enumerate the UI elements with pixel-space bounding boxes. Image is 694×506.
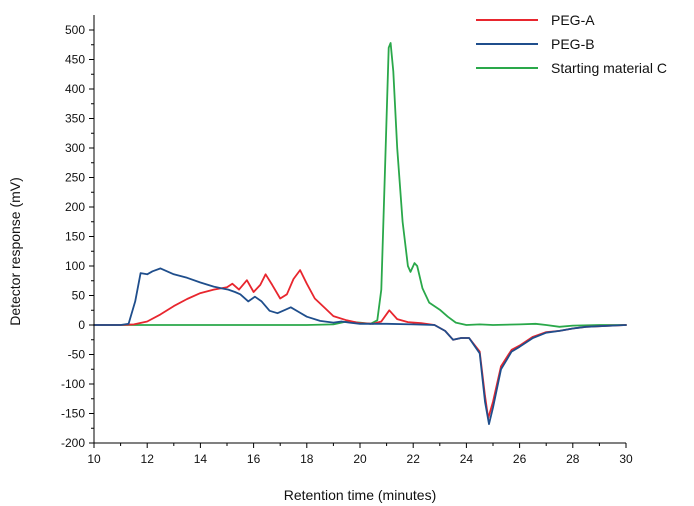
x-tick-label: 26 — [513, 452, 527, 466]
series-line-2 — [93, 42, 627, 328]
y-tick-label: 100 — [65, 259, 85, 273]
y-tick-label: -50 — [68, 348, 86, 362]
plot-lines — [93, 42, 627, 425]
y-ticks: -200 -150 -100 -50 0 50 100 150 200 250 300 350 400 4… — [61, 23, 94, 450]
y-tick-label: 0 — [78, 318, 85, 332]
legend-label-1: PEG-B — [551, 36, 595, 52]
x-ticks: 10 12 14 16 18 20 22 24 26 28 30 — [87, 443, 633, 466]
x-tick-label: 12 — [141, 452, 155, 466]
x-tick-label: 28 — [566, 452, 580, 466]
legend: PEG-A PEG-B Starting material C — [476, 12, 667, 76]
y-tick-label: -100 — [61, 377, 85, 391]
y-tick-label: -150 — [61, 407, 85, 421]
x-tick-label: 24 — [460, 452, 474, 466]
y-tick-label: -200 — [61, 436, 85, 450]
x-tick-label: 10 — [87, 452, 101, 466]
y-tick-label: 150 — [65, 230, 85, 244]
y-tick-label: 400 — [65, 82, 85, 96]
legend-label-2: Starting material C — [551, 60, 667, 76]
x-tick-label: 16 — [247, 452, 261, 466]
axes — [93, 15, 626, 444]
legend-label-0: PEG-A — [551, 12, 595, 28]
y-tick-label: 250 — [65, 171, 85, 185]
y-tick-label: 450 — [65, 53, 85, 67]
series-line-1 — [93, 267, 627, 425]
y-tick-label: 50 — [72, 289, 86, 303]
x-tick-label: 14 — [194, 452, 208, 466]
x-tick-label: 30 — [619, 452, 633, 466]
y-tick-label: 200 — [65, 200, 85, 214]
y-axis-title: Detector response (mV) — [7, 177, 23, 326]
y-tick-label: 500 — [65, 23, 85, 37]
x-tick-label: 22 — [407, 452, 421, 466]
y-tick-label: 350 — [65, 112, 85, 126]
x-tick-label: 18 — [300, 452, 314, 466]
y-tick-label: 300 — [65, 141, 85, 155]
x-axis-title: Retention time (minutes) — [284, 487, 437, 503]
x-tick-label: 20 — [353, 452, 367, 466]
series-line-0 — [93, 269, 627, 420]
